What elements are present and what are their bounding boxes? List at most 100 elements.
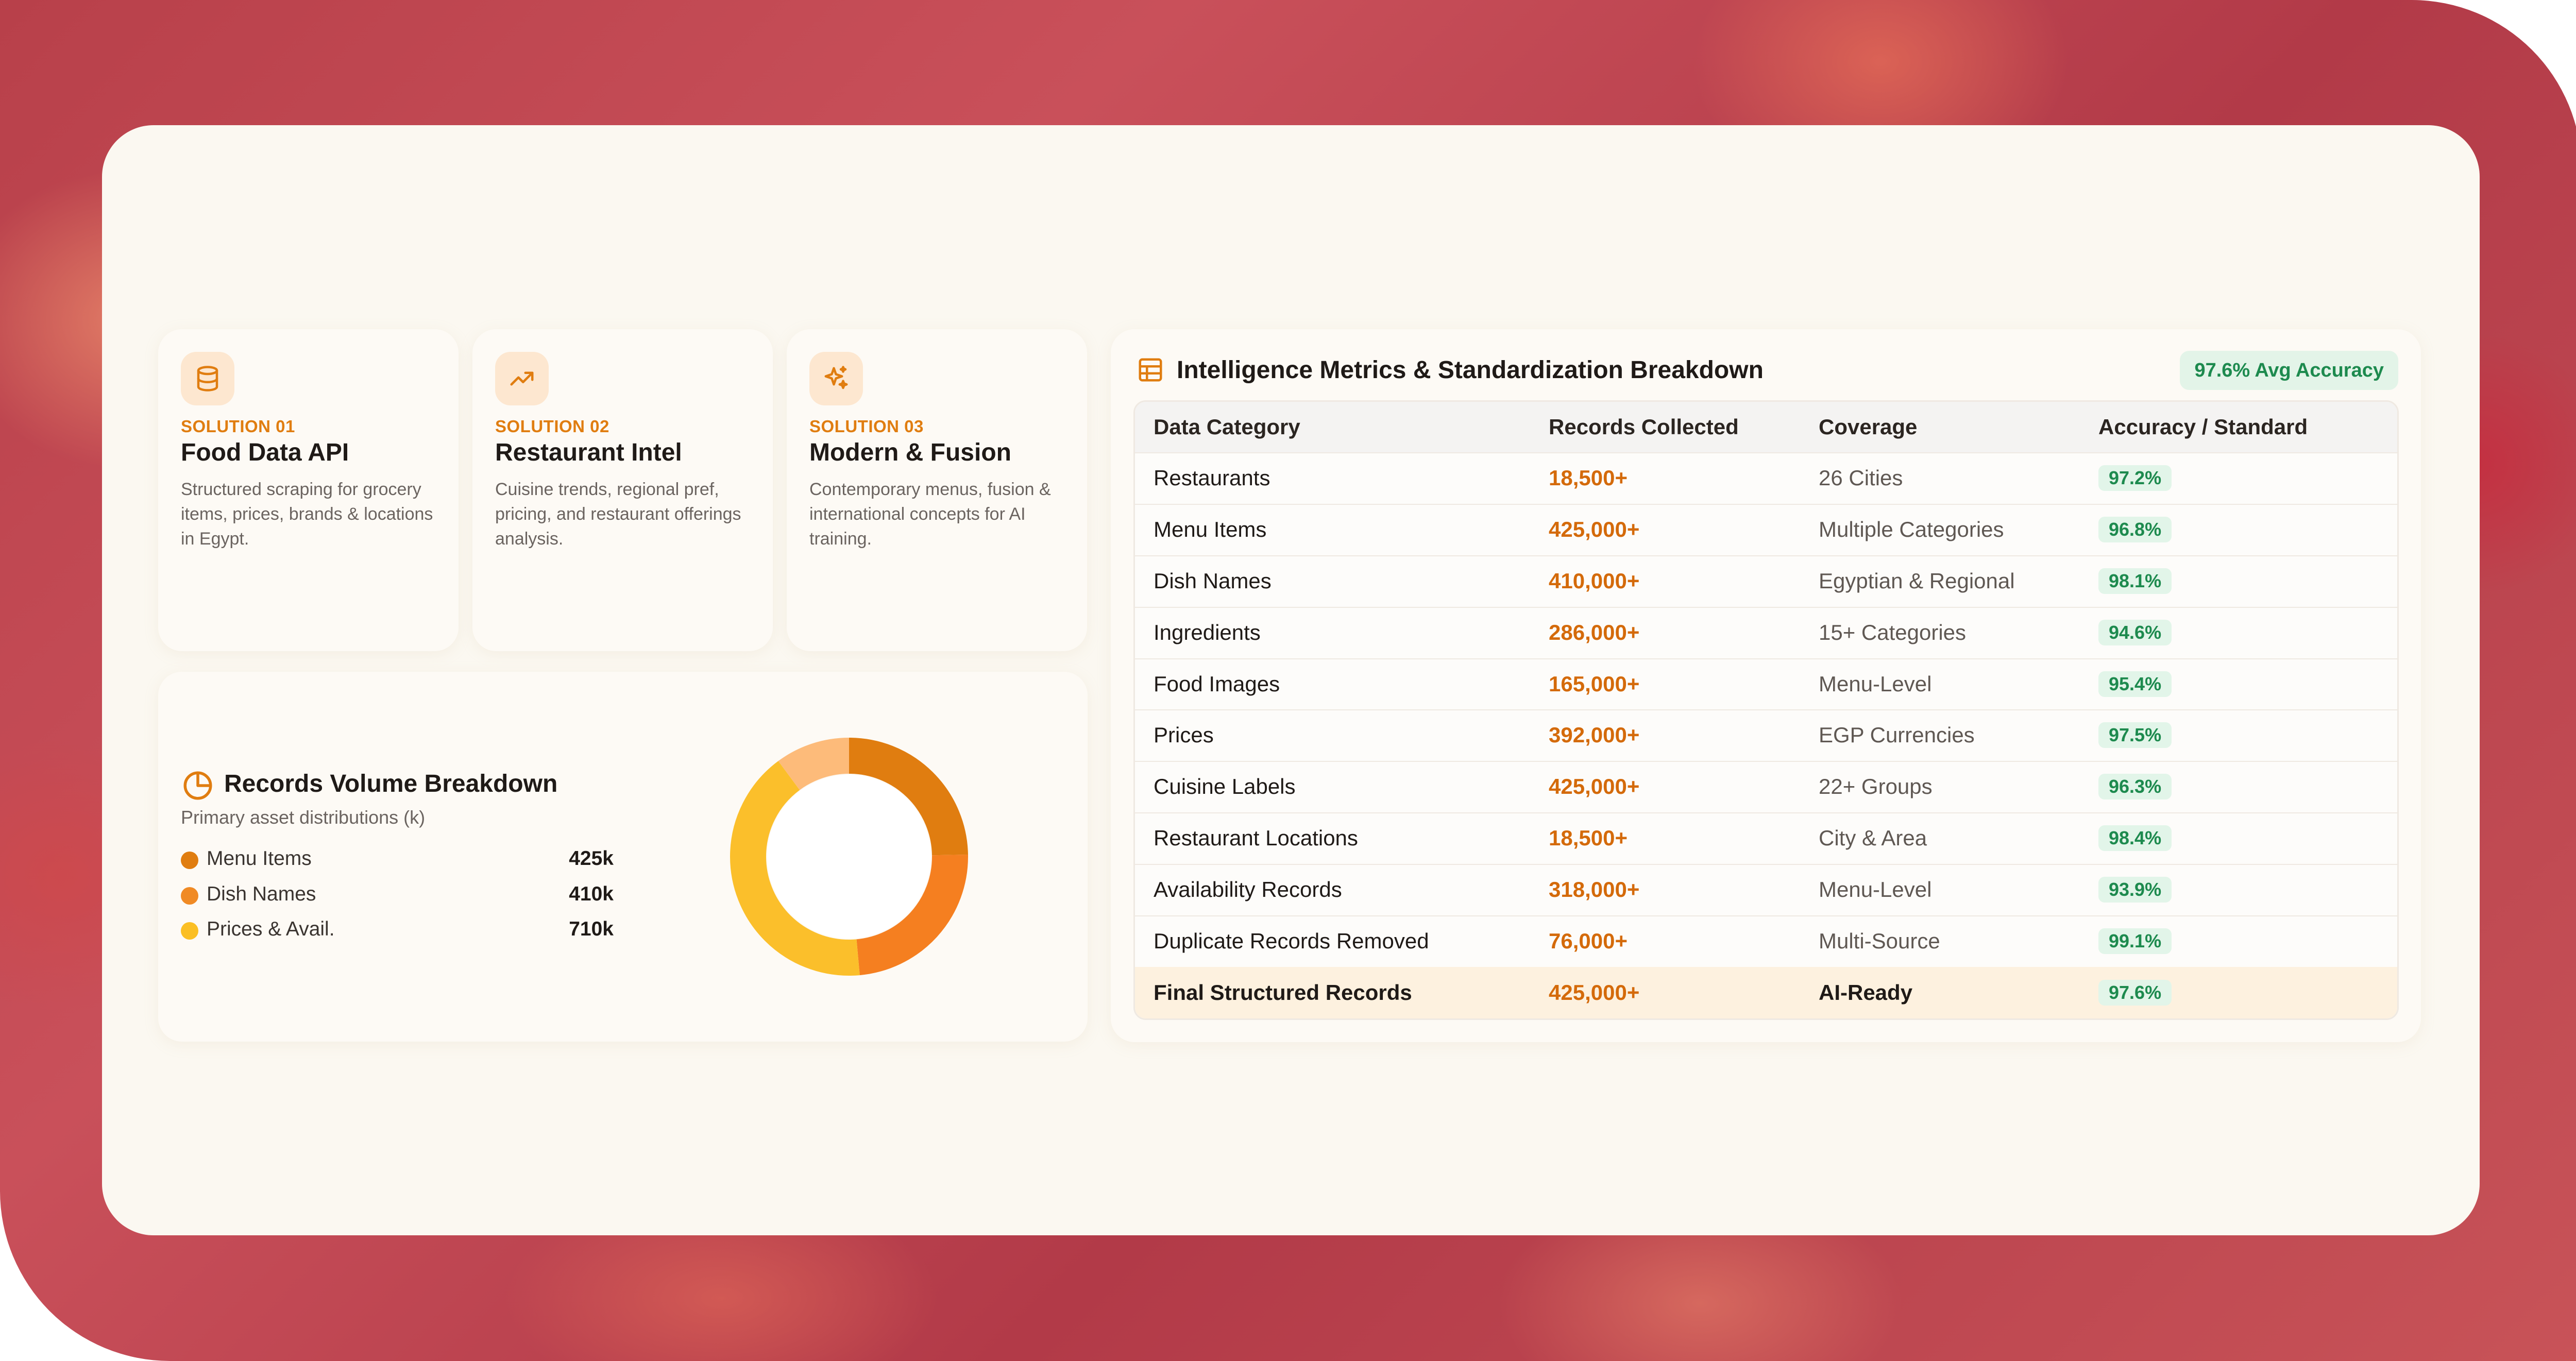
records-cell: 392,000+ (1549, 723, 1640, 747)
table-row: Availability Records 318,000+ Menu-Level 93… (1135, 864, 2397, 917)
records-volume-title: Records Volume Breakdown (224, 770, 558, 797)
table-row: Prices 392,000+ EGP Currencies 97.5% (1135, 710, 2397, 762)
records-cell: 18,500+ (1549, 826, 1628, 850)
records-volume-card: Records Volume Breakdown Primary asset d… (158, 672, 1088, 1042)
accuracy-badge: 97.6% (2098, 979, 2172, 1006)
content-panel: SOLUTION 01 Food Data API Structured scr… (102, 125, 2480, 1235)
solution-description: Structured scraping for grocery items, p… (181, 480, 433, 549)
legend-value: 710k (569, 918, 614, 940)
accuracy-badge: 97.5% (2098, 722, 2172, 748)
category-cell: Food Images (1154, 671, 1280, 696)
accuracy-cell: 99.1% (2098, 915, 2172, 967)
legend-swatch (181, 852, 198, 869)
legend-label: Menu Items (207, 847, 312, 870)
legend-value: 425k (569, 847, 614, 870)
coverage-cell: EGP Currencies (1819, 723, 1975, 747)
records-cell: 76,000+ (1549, 929, 1628, 954)
donut-slice (730, 738, 968, 976)
accuracy-cell: 97.6% (2098, 967, 2172, 1018)
category-cell: Cuisine Labels (1154, 774, 1296, 799)
accuracy-badge: 96.3% (2098, 774, 2172, 800)
legend-item: Prices & Avail. 710k (181, 916, 614, 942)
solution-kicker: SOLUTION 02 (495, 417, 609, 436)
category-cell: Restaurant Locations (1154, 826, 1358, 850)
records-cell: 318,000+ (1549, 877, 1640, 902)
category-cell: Availability Records (1154, 877, 1342, 902)
coverage-cell: Multiple Categories (1819, 517, 2004, 541)
coverage-cell: Menu-Level (1819, 877, 1932, 902)
table-row: Menu Items 425,000+ Multiple Categories 96.… (1135, 504, 2397, 556)
legend-label: Dish Names (207, 883, 316, 905)
column-header: Accuracy / Standard (2098, 415, 2308, 439)
table-row: Dish Names 410,000+ Egyptian & Regional 98.… (1135, 555, 2397, 608)
category-cell: Menu Items (1154, 517, 1267, 541)
table-row: Restaurant Locations 18,500+ City & Area 98… (1135, 812, 2397, 865)
category-cell: Final Structured Records (1154, 980, 1412, 1005)
column-header: Records Collected (1549, 415, 1739, 439)
category-cell: Dish Names (1154, 568, 1272, 593)
coverage-cell: AI-Ready (1819, 980, 1913, 1005)
legend-label: Prices & Avail. (207, 918, 335, 940)
records-donut-chart (730, 738, 968, 976)
solution-title: Modern & Fusion (809, 439, 1011, 466)
legend-swatch (181, 887, 198, 905)
solution-kicker: SOLUTION 01 (181, 417, 295, 436)
trending-up-icon (495, 352, 549, 405)
records-cell: 425,000+ (1549, 980, 1640, 1005)
solution-description: Cuisine trends, regional pref, pricing, … (495, 480, 741, 549)
accuracy-cell: 98.4% (2098, 812, 2172, 864)
solution-card-2: SOLUTION 02 Restaurant Intel Cuisine tre… (472, 329, 773, 651)
pie-chart-icon (183, 771, 212, 800)
table-row: Ingredients 286,000+ 15+ Categories 94.6% (1135, 607, 2397, 659)
category-cell: Restaurants (1154, 465, 1270, 490)
accuracy-badge: 98.4% (2098, 825, 2172, 852)
legend-item: Menu Items 425k (181, 845, 614, 871)
donut-hole (767, 775, 931, 939)
accuracy-cell: 94.6% (2098, 607, 2172, 658)
accuracy-cell: 95.4% (2098, 658, 2172, 710)
table-icon (1139, 358, 1162, 382)
coverage-cell: City & Area (1819, 826, 1927, 850)
solution-title: Restaurant Intel (495, 439, 682, 466)
category-cell: Duplicate Records Removed (1154, 929, 1429, 954)
coverage-cell: Multi-Source (1819, 929, 1940, 954)
table-row: Cuisine Labels 425,000+ 22+ Groups 96.3% (1135, 761, 2397, 814)
accuracy-badge: 95.4% (2098, 671, 2172, 697)
accuracy-badge: 97.2% (2098, 465, 2172, 491)
metrics-title: Intelligence Metrics & Standardization B… (1177, 356, 1764, 384)
accuracy-cell: 93.9% (2098, 864, 2172, 915)
records-cell: 286,000+ (1549, 620, 1640, 644)
solution-card-1: SOLUTION 01 Food Data API Structured scr… (158, 329, 459, 651)
accuracy-cell: 96.3% (2098, 761, 2172, 812)
category-cell: Prices (1154, 723, 1214, 747)
table-row: Restaurants 18,500+ 26 Cities 97.2% (1135, 452, 2397, 505)
accuracy-cell: 98.1% (2098, 555, 2172, 607)
coverage-cell: 15+ Categories (1819, 620, 1967, 644)
avg-accuracy-badge: 97.6% Avg Accuracy (2180, 351, 2398, 390)
column-header: Data Category (1154, 415, 1300, 439)
coverage-cell: 22+ Groups (1819, 774, 1933, 799)
records-volume-subtitle: Primary asset distributions (k) (181, 807, 426, 828)
table-row-final: Final Structured Records 425,000+ AI-Ready… (1135, 967, 2397, 1018)
records-cell: 165,000+ (1549, 671, 1640, 696)
records-cell: 18,500+ (1549, 465, 1628, 490)
solution-description: Contemporary menus, fusion & internation… (809, 480, 1051, 549)
column-header: Coverage (1819, 415, 1918, 439)
category-cell: Ingredients (1154, 620, 1261, 644)
accuracy-badge: 99.1% (2098, 928, 2172, 955)
accuracy-cell: 96.8% (2098, 504, 2172, 555)
accuracy-cell: 97.2% (2098, 452, 2172, 504)
coverage-cell: Menu-Level (1819, 671, 1932, 696)
database-icon (181, 352, 234, 405)
accuracy-badge: 94.6% (2098, 619, 2172, 645)
records-cell: 425,000+ (1549, 517, 1640, 541)
table-row: Duplicate Records Removed 76,000+ Multi-So… (1135, 915, 2397, 968)
accuracy-badge: 98.1% (2098, 568, 2172, 594)
solution-title: Food Data API (181, 439, 349, 466)
legend-item: Dish Names 410k (181, 881, 614, 907)
legend-value: 410k (569, 883, 614, 905)
accuracy-badge: 93.9% (2098, 877, 2172, 903)
solution-kicker: SOLUTION 03 (809, 417, 924, 436)
metrics-table: Data Category Records Collected Coverage… (1133, 400, 2399, 1020)
records-cell: 425,000+ (1549, 774, 1640, 799)
